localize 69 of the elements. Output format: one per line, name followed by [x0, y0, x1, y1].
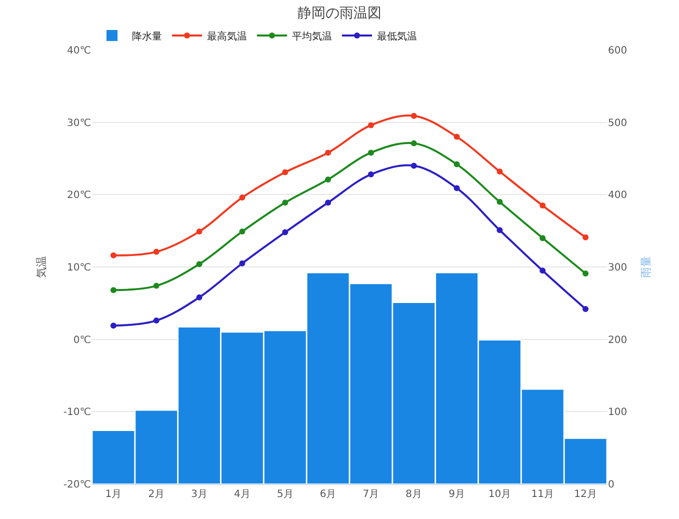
y-tick-label: -10℃ [63, 407, 91, 418]
y-axis-title: 気温 [35, 256, 48, 278]
legend-label: 最低気温 [377, 30, 417, 42]
x-tick-label: 8月 [406, 489, 422, 500]
point [540, 202, 546, 209]
point [196, 228, 202, 235]
y-tick-label: 20℃ [67, 190, 91, 202]
point [454, 134, 460, 140]
point [282, 169, 288, 176]
legend-label: 降水量 [132, 30, 162, 42]
point [496, 198, 503, 205]
point [153, 318, 160, 324]
y-tick-label: -20℃ [63, 480, 91, 490]
x-tick-label: 1月 [105, 489, 122, 500]
y2-tick-label: 0 [608, 480, 614, 490]
y-tick-label: 0℃ [73, 334, 91, 346]
legend-label: 最高気温 [207, 30, 247, 42]
y2-tick-label: 500 [608, 118, 628, 129]
point [153, 282, 160, 289]
point [325, 200, 332, 206]
point [110, 287, 116, 294]
y-tick-label: 10℃ [67, 262, 91, 274]
point [582, 270, 589, 277]
x-tick-label: 12月 [574, 489, 597, 500]
x-tick-label: 6月 [320, 489, 336, 500]
point [239, 194, 246, 201]
point [454, 185, 460, 192]
y2-tick-label: 200 [608, 334, 628, 346]
legend-label: 平均気温 [292, 30, 332, 42]
point [110, 252, 116, 258]
x-tick-label: 3月 [191, 489, 208, 500]
point [368, 122, 374, 128]
x-tick-label: 9月 [448, 489, 465, 500]
point [325, 150, 332, 156]
y2-tick-label: 400 [608, 190, 628, 202]
point [239, 228, 246, 235]
point [325, 176, 332, 182]
y2-tick-label: 600 [608, 46, 628, 56]
point [282, 200, 288, 206]
point [110, 322, 116, 329]
x-tick-label: 7月 [362, 489, 380, 500]
point [410, 140, 417, 146]
y-tick-label: 40℃ [67, 46, 91, 56]
x-tick-label: 4月 [234, 489, 250, 500]
point [496, 227, 503, 234]
y2-tick-label: 300 [608, 262, 628, 274]
point [239, 260, 246, 266]
point [153, 248, 160, 255]
point [582, 306, 589, 312]
point [410, 162, 417, 169]
x-tick-label: 11月 [531, 489, 554, 500]
chart-title: 静岡の雨温図 [298, 6, 382, 22]
y2-axis-title: 雨量 [639, 256, 652, 278]
x-tick-label: 10月 [488, 489, 512, 500]
x-tick-label: 5月 [276, 489, 294, 500]
point [582, 234, 589, 240]
point [196, 261, 202, 268]
point [540, 268, 546, 274]
point [368, 150, 374, 156]
y-tick-label: 30℃ [67, 118, 91, 129]
point [196, 294, 202, 300]
y2-tick-label: 100 [608, 407, 628, 418]
point [496, 168, 503, 175]
point [454, 161, 460, 168]
point [410, 112, 417, 119]
point [540, 235, 546, 242]
x-tick-label: 2月 [148, 489, 165, 500]
point [282, 229, 288, 236]
point [368, 171, 374, 178]
